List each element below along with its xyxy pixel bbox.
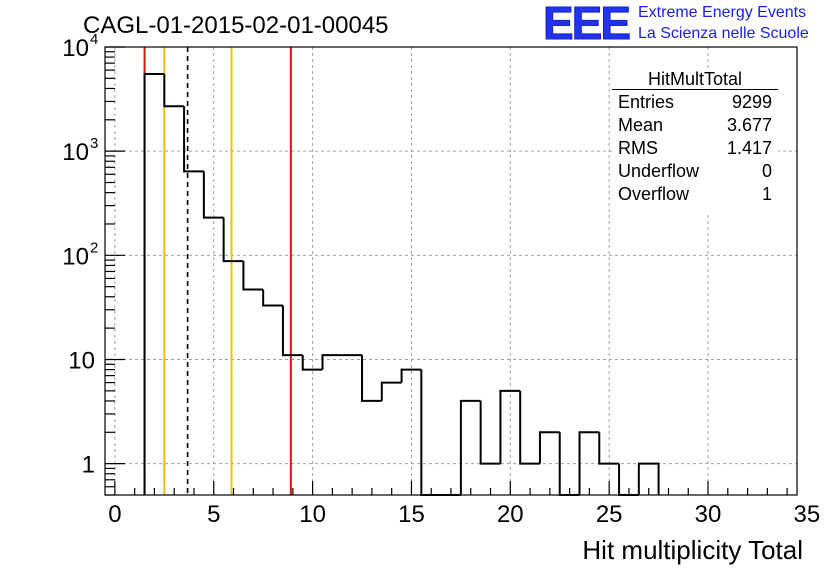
histogram-bin <box>202 171 224 219</box>
x-axis: 0 5 10 15 20 25 30 35 <box>108 481 820 528</box>
stats-value: 1 <box>761 184 772 204</box>
stats-row-entries: Entries 9299 <box>618 91 772 114</box>
x-tick-label: 5 <box>207 501 220 528</box>
stats-value: 0 <box>761 161 772 181</box>
stats-value: 9299 <box>731 92 772 112</box>
stats-row-mean: Mean 3.677 <box>618 114 772 137</box>
histogram-bin <box>163 74 185 108</box>
x-axis-label: Hit multiplicity Total <box>582 535 803 565</box>
histogram-bin <box>242 261 264 291</box>
eee-logo: EEE Extreme Energy Events La Scienza nel… <box>542 0 833 50</box>
reference-lines <box>143 47 292 495</box>
logo-tagline-2: La Scienza nelle Scuole <box>638 25 809 42</box>
histogram-bin <box>222 217 244 263</box>
logo-tagline-1: Extreme Energy Events <box>638 4 807 21</box>
stats-value: 3.677 <box>726 115 772 135</box>
histogram-bin <box>321 354 343 370</box>
histogram-bin <box>519 390 540 465</box>
histogram-bin <box>183 106 204 173</box>
histogram-bin <box>637 462 660 495</box>
y-tick-label: 1 <box>82 452 95 479</box>
y-tick-exponent: 3 <box>90 135 98 152</box>
histogram-layer <box>143 73 660 496</box>
stats-row-underflow: Underflow 0 <box>618 160 772 183</box>
histogram-bin <box>262 289 283 307</box>
stats-value: 1.417 <box>726 138 772 158</box>
histogram-bin <box>143 73 165 495</box>
y-tick-label: 10 <box>68 347 95 374</box>
stats-row-rms: RMS 1.417 <box>618 137 772 160</box>
histogram-bin <box>301 355 323 371</box>
histogram-bin <box>459 399 481 495</box>
histogram-bin <box>361 355 382 402</box>
y-tick-exponent: 4 <box>90 31 98 48</box>
histogram-bin <box>538 431 560 464</box>
eee-logo-mark: EEE <box>542 0 631 50</box>
chart-title: CAGL-01-2015-02-01-00045 <box>83 12 389 39</box>
y-tick-label: 10 <box>62 35 89 62</box>
x-tick-label: 30 <box>695 501 722 528</box>
histogram-bin <box>578 431 600 495</box>
stats-row-overflow: Overflow 1 <box>618 183 772 206</box>
histogram-bin <box>479 400 501 465</box>
y-tick-label: 10 <box>62 243 89 270</box>
y-tick-exponent: 2 <box>90 239 98 256</box>
x-tick-label: 15 <box>398 501 425 528</box>
stats-title: HitMultTotal <box>612 70 778 90</box>
stats-label: Underflow <box>618 161 700 181</box>
stats-label: Mean <box>618 115 664 135</box>
histogram-bin <box>380 381 402 401</box>
stats-label: RMS <box>618 138 658 158</box>
histogram-bin <box>598 432 620 465</box>
x-tick-label: 10 <box>299 501 326 528</box>
histogram-bin <box>420 369 442 496</box>
stats-label: Overflow <box>618 184 690 204</box>
x-tick-label: 20 <box>497 501 524 528</box>
histogram-bin <box>281 305 303 357</box>
stats-label: Entries <box>618 92 675 112</box>
x-tick-label: 0 <box>108 501 121 528</box>
x-tick-label: 35 <box>794 501 821 528</box>
x-tick-label: 25 <box>596 501 623 528</box>
y-tick-label: 10 <box>62 139 89 166</box>
stats-box: HitMultTotal Entries 9299 Mean 3.677 RMS… <box>612 68 778 212</box>
histogram-bin <box>400 368 422 383</box>
histogram-bin <box>499 389 521 464</box>
